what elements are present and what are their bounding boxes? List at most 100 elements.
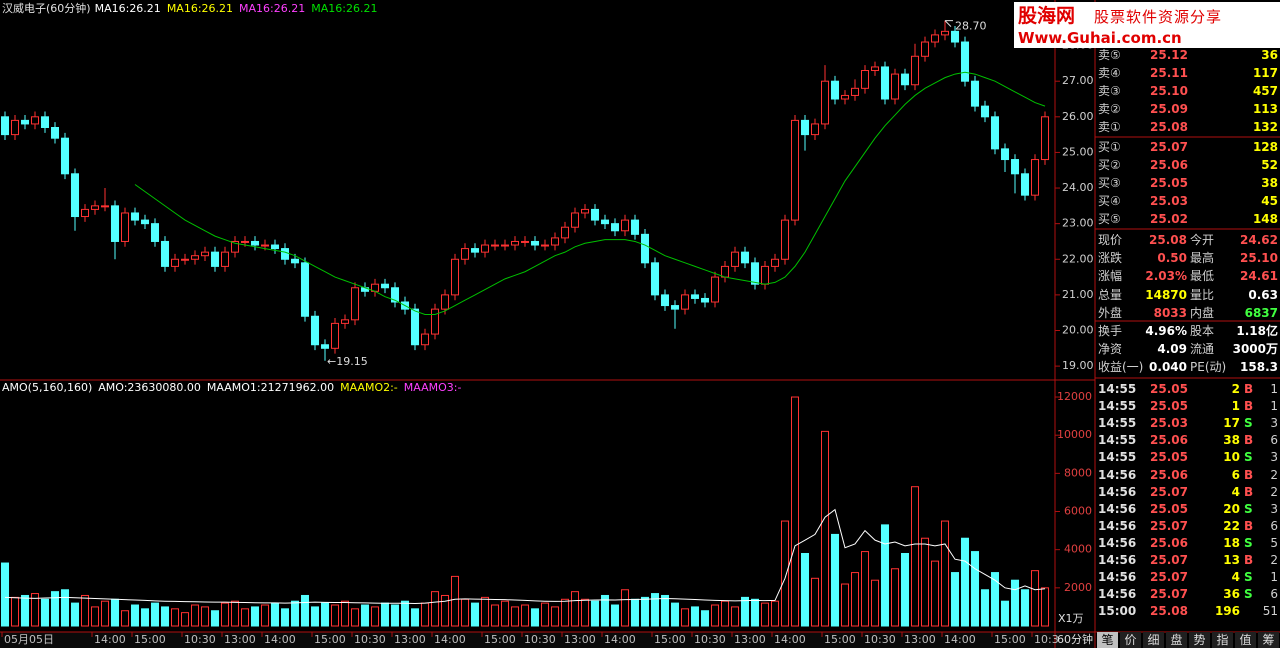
- candle-body: [481, 244, 489, 253]
- candle-body: [311, 315, 319, 346]
- trade-count: 3: [1270, 501, 1278, 516]
- book-volume: 52: [1261, 158, 1278, 172]
- trade-volume: 10: [1223, 450, 1240, 465]
- candle-body: [571, 212, 579, 228]
- trade-volume: 20: [1223, 501, 1240, 516]
- trade-time: 14:55: [1098, 450, 1137, 465]
- x-tick-label: 10:30: [354, 633, 386, 646]
- candle-body: [91, 205, 99, 210]
- candle-body: [611, 223, 619, 232]
- panel-tab[interactable]: 指: [1212, 632, 1233, 648]
- book-price: 25.06: [1150, 158, 1188, 172]
- quote-value: 1.18亿: [1236, 324, 1278, 338]
- volume-bar: [511, 606, 519, 627]
- quote-value: 8033: [1153, 305, 1187, 320]
- trade-count: 6: [1270, 518, 1278, 533]
- candle-body: [231, 240, 239, 253]
- book-volume: 132: [1252, 120, 1278, 134]
- volume-bar: [211, 610, 219, 627]
- candle-body: [241, 240, 249, 243]
- candle-body: [291, 258, 299, 264]
- trade-side: B: [1244, 467, 1254, 482]
- trade-count: 6: [1270, 433, 1278, 448]
- candle-body: [191, 255, 199, 260]
- trade-volume: 196: [1214, 604, 1240, 619]
- candle-body: [731, 251, 739, 267]
- volume-bar: [881, 524, 889, 627]
- quote-label: 量比: [1190, 287, 1215, 302]
- candle-body: [201, 251, 209, 257]
- panel-tab[interactable]: 价: [1120, 632, 1141, 648]
- volume-bar: [241, 608, 249, 627]
- volume-bar: [721, 600, 729, 627]
- volume-bar: [121, 610, 129, 627]
- panel-tab[interactable]: 筹: [1258, 632, 1279, 648]
- candle-body: [631, 219, 639, 235]
- candle-body: [671, 305, 679, 310]
- volume-bar: [531, 608, 539, 627]
- candle-body: [171, 258, 179, 267]
- book-volume: 128: [1252, 140, 1278, 154]
- candle-body: [931, 34, 939, 43]
- book-label: 买①: [1098, 140, 1121, 154]
- quote-value: 0.63: [1248, 287, 1278, 302]
- x-tick-label: 14:00: [944, 633, 976, 646]
- candle-body: [871, 66, 879, 72]
- candle-body: [761, 265, 769, 285]
- book-label: 卖③: [1098, 84, 1121, 98]
- panel-tab[interactable]: 值: [1235, 632, 1256, 648]
- volume-bar: [681, 608, 689, 627]
- ma-line: [4, 508, 1046, 604]
- y-tick-label: 23.00: [1062, 217, 1094, 230]
- volume-bar: [861, 551, 869, 627]
- y-tick-label: 10000: [1057, 428, 1092, 441]
- trade-price: 25.07: [1150, 587, 1188, 602]
- trade-time: 14:55: [1098, 416, 1137, 431]
- y-tick-label: 12000: [1057, 390, 1092, 403]
- volume-bar: [551, 606, 559, 627]
- x-tick-label: 10:30: [694, 633, 726, 646]
- y-tick-label: 6000: [1064, 505, 1092, 518]
- volume-bar: [481, 596, 489, 627]
- volume-bar: [221, 602, 229, 627]
- candle-body: [721, 265, 729, 278]
- candle-body: [1011, 159, 1019, 175]
- volume-bar: [341, 600, 349, 627]
- book-label: 卖②: [1098, 102, 1121, 116]
- trade-time: 14:56: [1098, 501, 1137, 516]
- candle-body: [181, 258, 189, 261]
- quote-label: 涨跌: [1098, 251, 1123, 266]
- book-volume: 38: [1261, 176, 1278, 190]
- volume-bar: [561, 598, 569, 627]
- volume-bar: [571, 591, 579, 627]
- trade-count: 51: [1262, 604, 1278, 619]
- quote-label: 外盘: [1098, 305, 1123, 320]
- panel-tab[interactable]: 笔: [1097, 632, 1118, 648]
- trade-time: 14:56: [1098, 587, 1137, 602]
- y-tick-label: 19.00: [1062, 359, 1094, 372]
- period-label[interactable]: 60分钟: [1057, 632, 1093, 646]
- trade-side: S: [1244, 570, 1253, 585]
- volume-bar: [631, 598, 639, 627]
- volume-bar: [161, 606, 169, 627]
- x-tick-label: 13:00: [904, 633, 936, 646]
- trade-volume: 13: [1223, 553, 1240, 567]
- panel-tab[interactable]: 势: [1189, 632, 1210, 648]
- volume-bar: [61, 589, 69, 627]
- panel-tab[interactable]: 盘: [1166, 632, 1187, 648]
- book-label: 买③: [1098, 176, 1121, 190]
- x-tick-label: 14:00: [434, 633, 466, 646]
- candle-body: [471, 248, 479, 253]
- book-label: 卖①: [1098, 120, 1121, 134]
- candle-body: [821, 80, 829, 125]
- candle-body: [271, 244, 279, 250]
- volume-bar: [981, 589, 989, 627]
- candle-body: [1031, 159, 1039, 196]
- candle-body: [21, 119, 29, 125]
- volume-bar: [411, 608, 419, 627]
- logo[interactable]: 股海网 股票软件资源分享 Www.Guhai.com.cn: [1014, 2, 1280, 48]
- trade-time: 14:55: [1098, 382, 1137, 396]
- volume-bar: [601, 594, 609, 627]
- indicator-label: MAAMO1:21271962.00: [207, 381, 334, 394]
- panel-tab[interactable]: 细: [1143, 632, 1164, 648]
